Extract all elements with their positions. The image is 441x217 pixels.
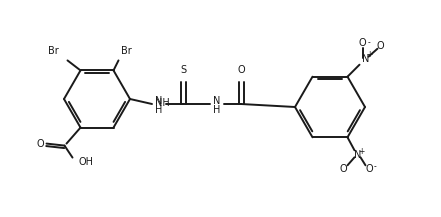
Text: N: N <box>213 96 220 106</box>
Text: S: S <box>180 65 186 75</box>
Text: -: - <box>374 162 377 171</box>
Text: O: O <box>366 164 374 174</box>
Text: H: H <box>155 105 162 115</box>
Text: N: N <box>362 54 369 64</box>
Text: Br: Br <box>120 46 131 56</box>
Text: OH: OH <box>78 157 93 167</box>
Text: O: O <box>237 65 245 75</box>
Text: O: O <box>377 41 384 51</box>
Text: Br: Br <box>48 46 59 56</box>
Text: +: + <box>366 50 373 59</box>
Text: N: N <box>354 150 361 160</box>
Text: O: O <box>359 38 366 48</box>
Text: H: H <box>213 105 220 115</box>
Text: N: N <box>155 96 162 106</box>
Text: O: O <box>340 164 348 174</box>
Text: NH: NH <box>155 98 170 108</box>
Text: O: O <box>37 139 44 149</box>
Text: +: + <box>358 147 365 156</box>
Text: -: - <box>367 38 370 47</box>
